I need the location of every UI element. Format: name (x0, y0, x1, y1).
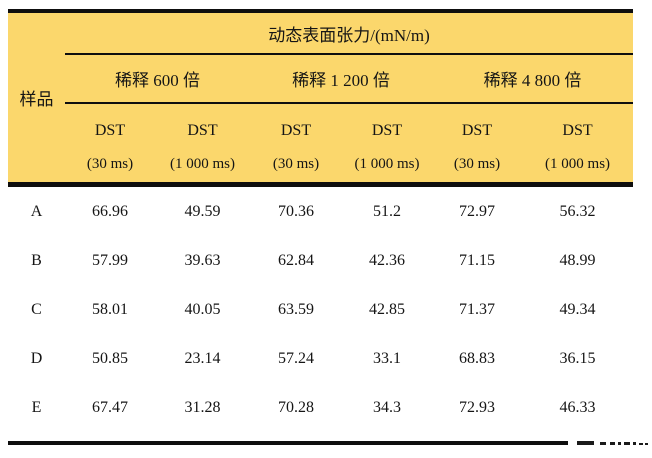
value-cell: 57.99 (65, 236, 155, 285)
value-cell: 42.85 (342, 285, 432, 334)
value-cell: 58.01 (65, 285, 155, 334)
top-header-dst-units: 动态表面张力/(mN/m) (65, 11, 634, 55)
value-cell: 40.05 (155, 285, 250, 334)
table-bottom-rule (8, 441, 568, 445)
value-cell: 36.15 (522, 334, 634, 383)
value-cell: 31.28 (155, 383, 250, 432)
table-row: D 50.85 23.14 57.24 33.1 68.83 36.15 (8, 334, 634, 383)
sub-header-col6-name: DST (562, 122, 593, 139)
table-row: E 67.47 31.28 70.28 34.3 72.93 46.33 (8, 383, 634, 432)
table-row: A 66.96 49.59 70.36 51.2 72.97 56.32 (8, 184, 634, 236)
bottom-edge-artifact (645, 443, 648, 445)
value-cell: 70.36 (250, 184, 342, 236)
value-cell: 56.32 (522, 184, 634, 236)
sub-header-col6: DST (1 000 ms) (522, 103, 634, 187)
bottom-edge-artifact (633, 442, 636, 445)
sub-header-col2-name: DST (187, 122, 218, 139)
sub-header-col5-name: DST (461, 122, 493, 139)
bottom-edge-artifact (610, 442, 615, 445)
sub-header-col4: DST (1 000 ms) (342, 103, 432, 187)
value-cell: 48.99 (522, 236, 634, 285)
sample-label: D (8, 334, 65, 383)
bottom-edge-artifact (618, 442, 621, 445)
bottom-edge-artifact (624, 442, 630, 445)
group-header-dilution-4800: 稀释 4 800 倍 (432, 54, 634, 104)
value-cell: 71.37 (432, 285, 522, 334)
value-cell: 71.15 (432, 236, 522, 285)
sub-header-col2: DST (1 000 ms) (155, 103, 250, 187)
value-cell: 57.24 (250, 334, 342, 383)
table-row: C 58.01 40.05 63.59 42.85 71.37 49.34 (8, 285, 634, 334)
sample-label: A (8, 184, 65, 236)
sub-header-col3: DST (30 ms) (250, 103, 342, 187)
sample-label: C (8, 285, 65, 334)
bottom-edge-artifact (600, 442, 606, 445)
value-cell: 39.63 (155, 236, 250, 285)
value-cell: 23.14 (155, 334, 250, 383)
bottom-edge-artifact (639, 443, 643, 445)
sub-header-col1: DST (30 ms) (65, 103, 155, 187)
group-header-dilution-1200: 稀释 1 200 倍 (250, 54, 432, 104)
sub-header-col4-name: DST (371, 122, 403, 139)
sample-label: E (8, 383, 65, 432)
value-cell: 62.84 (250, 236, 342, 285)
value-cell: 72.93 (432, 383, 522, 432)
value-cell: 50.85 (65, 334, 155, 383)
value-cell: 63.59 (250, 285, 342, 334)
sample-label: B (8, 236, 65, 285)
sub-header-col5-time: (30 ms) (453, 156, 501, 172)
sub-header-col1-name: DST (94, 122, 126, 139)
sub-header-col3-name: DST (280, 122, 312, 139)
value-cell: 49.59 (155, 184, 250, 236)
sub-header-col1-time: (30 ms) (86, 156, 134, 172)
corner-header-sample: 样品 (8, 11, 65, 187)
dst-table: 样品 动态表面张力/(mN/m) 稀释 600 倍 稀释 1 200 倍 稀释 … (8, 9, 634, 432)
sub-header-col6-time: (1 000 ms) (545, 156, 611, 172)
value-cell: 51.2 (342, 184, 432, 236)
bottom-edge-artifact (577, 441, 594, 445)
sub-header-col2-time: (1 000 ms) (170, 156, 235, 172)
value-cell: 68.83 (432, 334, 522, 383)
sub-header-col5: DST (30 ms) (432, 103, 522, 187)
sub-header-col3-time: (30 ms) (272, 156, 320, 172)
value-cell: 70.28 (250, 383, 342, 432)
value-cell: 33.1 (342, 334, 432, 383)
value-cell: 42.36 (342, 236, 432, 285)
value-cell: 49.34 (522, 285, 634, 334)
value-cell: 72.97 (432, 184, 522, 236)
table-body: A 66.96 49.59 70.36 51.2 72.97 56.32 B 5… (8, 184, 634, 432)
table-row: B 57.99 39.63 62.84 42.36 71.15 48.99 (8, 236, 634, 285)
group-header-dilution-600: 稀释 600 倍 (65, 54, 250, 104)
sub-header-col4-time: (1 000 ms) (354, 156, 420, 172)
value-cell: 34.3 (342, 383, 432, 432)
value-cell: 66.96 (65, 184, 155, 236)
table-header: 样品 动态表面张力/(mN/m) 稀释 600 倍 稀释 1 200 倍 稀释 … (8, 11, 634, 187)
value-cell: 46.33 (522, 383, 634, 432)
value-cell: 67.47 (65, 383, 155, 432)
